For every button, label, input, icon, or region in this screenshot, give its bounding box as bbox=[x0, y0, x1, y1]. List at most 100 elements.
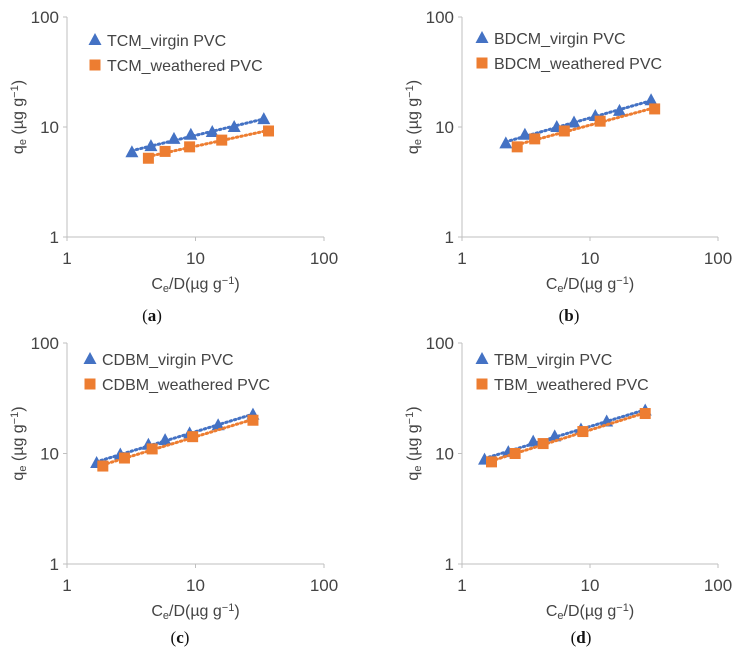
weathered-data-point bbox=[118, 452, 130, 464]
weathered-data-point bbox=[263, 125, 275, 137]
y-axis-title-part: (µg g bbox=[405, 98, 422, 139]
x-axis-title-part: ) bbox=[629, 603, 634, 620]
legend-square-marker bbox=[476, 57, 488, 69]
panel-caption-open: ( bbox=[559, 306, 565, 325]
x-tick-label: 1 bbox=[457, 576, 466, 595]
x-axis-title-part: −1 bbox=[616, 602, 629, 614]
x-tick-label: 100 bbox=[704, 249, 732, 268]
weathered-data-point bbox=[639, 408, 651, 420]
legend-label-virgin: CDBM_virgin PVC bbox=[102, 352, 234, 369]
y-tick-label: 10 bbox=[435, 118, 454, 137]
panel-caption-open: ( bbox=[571, 628, 577, 647]
y-axis-title-part: ) bbox=[10, 406, 27, 411]
virgin-data-point bbox=[205, 125, 219, 138]
virgin-data-point bbox=[526, 434, 540, 447]
y-tick-label: 100 bbox=[426, 8, 454, 27]
x-tick-label: 10 bbox=[581, 576, 600, 595]
y-axis-title-part: ) bbox=[405, 406, 422, 411]
y-tick-label: 1 bbox=[50, 228, 59, 247]
x-axis-title: Ce/D(µg g−1) bbox=[546, 275, 634, 295]
x-tick-label: 10 bbox=[581, 249, 600, 268]
x-tick-label: 100 bbox=[310, 249, 338, 268]
legend-label-virgin: TBM_virgin PVC bbox=[494, 352, 612, 369]
x-axis-title-part: e bbox=[557, 283, 563, 295]
x-axis-title-part: /D(µg g bbox=[169, 603, 222, 620]
y-axis-title-part: e bbox=[17, 139, 29, 145]
virgin-data-point bbox=[644, 93, 658, 106]
legend-square-marker bbox=[476, 378, 488, 390]
virgin-data-point bbox=[158, 433, 172, 446]
legend-label-weathered: TBM_weathered PVC bbox=[494, 377, 649, 394]
legend-label-weathered: BDCM_weathered PVC bbox=[494, 56, 662, 73]
legend-square-marker bbox=[89, 59, 101, 71]
panel-caption-letter: d bbox=[576, 628, 586, 647]
virgin-data-point bbox=[499, 136, 513, 149]
panel-caption-letter: c bbox=[176, 628, 184, 647]
weathered-data-point bbox=[594, 115, 606, 127]
virgin-data-point bbox=[548, 429, 562, 442]
legend-label-weathered: TCM_weathered PVC bbox=[107, 58, 263, 75]
y-tick-label: 1 bbox=[445, 555, 454, 574]
y-axis-title-part: e bbox=[412, 466, 424, 472]
panel-caption-close: ) bbox=[586, 628, 592, 647]
y-axis-title-part: −1 bbox=[9, 85, 21, 98]
x-axis-title: Ce/D(µg g−1) bbox=[151, 275, 239, 295]
panel-caption-close: ) bbox=[574, 306, 580, 325]
y-axis-title-part: q bbox=[10, 472, 27, 481]
y-tick-label: 10 bbox=[40, 445, 59, 464]
x-axis-title-part: ) bbox=[629, 276, 634, 293]
weathered-data-point bbox=[511, 141, 523, 153]
weathered-data-point bbox=[184, 141, 196, 153]
y-axis-title: qe (µg g−1) bbox=[9, 406, 29, 480]
y-axis-title: qe (µg g−1) bbox=[9, 80, 29, 154]
weathered-data-point bbox=[537, 438, 549, 450]
y-axis-title-part: e bbox=[17, 466, 29, 472]
virgin-data-point bbox=[257, 112, 271, 125]
weathered-data-point bbox=[142, 152, 154, 164]
y-tick-label: 10 bbox=[435, 445, 454, 464]
x-tick-label: 100 bbox=[310, 576, 338, 595]
y-tick-label: 100 bbox=[31, 8, 59, 27]
y-axis-title-part: ) bbox=[405, 80, 422, 85]
y-axis-title: qe (µg g−1) bbox=[404, 406, 424, 480]
y-axis-title: qe (µg g−1) bbox=[404, 80, 424, 154]
y-tick-label: 10 bbox=[40, 118, 59, 137]
legend-triangle-marker bbox=[83, 352, 97, 364]
weathered-data-point bbox=[529, 133, 541, 145]
x-axis-title-part: ) bbox=[234, 276, 239, 293]
x-axis-title-part: −1 bbox=[222, 275, 235, 287]
x-axis-title-part: C bbox=[151, 276, 163, 293]
legend-label-virgin: BDCM_virgin PVC bbox=[494, 31, 626, 48]
weathered-data-point bbox=[247, 414, 259, 426]
x-axis-title-part: −1 bbox=[616, 275, 629, 287]
weathered-data-point bbox=[146, 443, 158, 455]
y-tick-label: 1 bbox=[50, 555, 59, 574]
x-axis-title-part: e bbox=[163, 283, 169, 295]
panel-caption-letter: a bbox=[148, 306, 157, 325]
x-axis-title-part: e bbox=[557, 610, 563, 622]
x-axis-title-part: C bbox=[151, 603, 163, 620]
x-axis-title-part: ) bbox=[234, 603, 239, 620]
x-tick-label: 10 bbox=[186, 576, 205, 595]
x-tick-label: 100 bbox=[704, 576, 732, 595]
panel-caption-close: ) bbox=[156, 306, 162, 325]
x-axis-title-part: C bbox=[546, 603, 558, 620]
virgin-data-point bbox=[125, 145, 139, 158]
weathered-data-point bbox=[577, 426, 589, 438]
y-axis-title-part: −1 bbox=[404, 85, 416, 98]
y-axis-title-part: q bbox=[10, 145, 27, 154]
weathered-data-point bbox=[187, 431, 199, 443]
weathered-data-point bbox=[216, 134, 228, 146]
x-axis-title-part: C bbox=[546, 276, 558, 293]
x-axis-title-part: e bbox=[163, 610, 169, 622]
weathered-data-point bbox=[97, 460, 109, 472]
x-axis-title-part: /D(µg g bbox=[169, 276, 222, 293]
y-axis-title-part: (µg g bbox=[10, 98, 27, 139]
x-tick-label: 1 bbox=[457, 249, 466, 268]
virgin-data-point bbox=[211, 418, 225, 431]
